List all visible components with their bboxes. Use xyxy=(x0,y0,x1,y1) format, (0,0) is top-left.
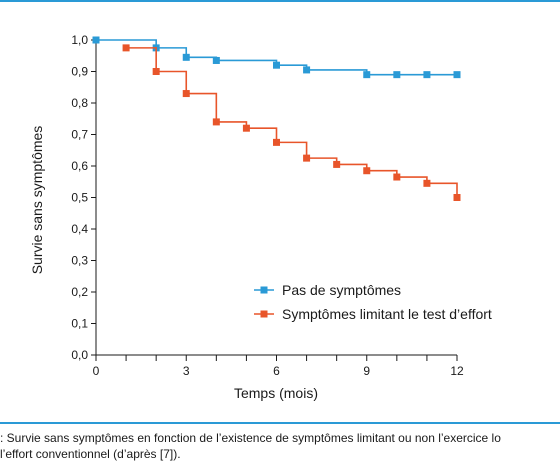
caption-line-1: : Survie sans symptômes en fonction de l… xyxy=(0,431,501,445)
x-tick-label: 9 xyxy=(363,364,370,378)
data-point xyxy=(122,44,130,52)
data-point xyxy=(303,154,311,162)
survival-chart: 0,00,10,20,30,40,50,60,70,80,91,00 3 6 9 12 … xyxy=(29,33,492,401)
legend: Pas de symptômes Symptômes limitant le te… xyxy=(254,282,492,322)
y-tick-label: 0,2 xyxy=(71,285,88,299)
legend-label: Pas de symptômes xyxy=(282,282,401,298)
data-point xyxy=(363,167,371,175)
legend-item: Symptômes limitant le test d’effort xyxy=(254,306,492,322)
x-axis-title: Temps (mois) xyxy=(234,385,318,401)
x-tick-label: 6 xyxy=(273,364,280,378)
legend-label: Symptômes limitant le test d’effort xyxy=(282,306,492,322)
data-point xyxy=(152,68,160,75)
legend-swatch-marker xyxy=(260,310,268,318)
x-tick-label: 12 xyxy=(450,364,464,378)
top-divider xyxy=(0,0,560,2)
data-point xyxy=(212,56,220,64)
series-pas-de-symptomes xyxy=(92,36,461,79)
data-point xyxy=(212,118,220,126)
data-point xyxy=(242,124,250,132)
data-point xyxy=(92,36,100,44)
data-point xyxy=(393,173,401,181)
data-point xyxy=(453,194,461,201)
y-tick-label: 0,1 xyxy=(71,317,88,331)
y-tick-label: 0,4 xyxy=(71,222,88,236)
data-point xyxy=(423,71,431,79)
y-tick-label: 0,7 xyxy=(71,128,88,142)
y-tick-label: 0,0 xyxy=(71,348,88,362)
y-tick-label: 0,8 xyxy=(71,96,88,110)
y-tick-label: 0,5 xyxy=(71,191,88,205)
data-point xyxy=(273,61,280,69)
data-point xyxy=(333,160,341,168)
data-point xyxy=(303,66,311,74)
x-tick-label: 0 xyxy=(93,364,100,378)
y-tick-label: 0,6 xyxy=(71,159,88,173)
series-line xyxy=(96,39,457,76)
series xyxy=(92,36,461,201)
y-tick-label: 1,0 xyxy=(71,33,88,47)
axes: 0,0 0,1 0,2 0,3 0,4 0,5 0,6 0,7 0,8 0,9 1,0 0 3 6 9 12 xyxy=(71,33,464,378)
data-point xyxy=(273,138,280,146)
figure-caption: : Survie sans symptômes en fonction de l… xyxy=(0,430,560,462)
data-point xyxy=(393,71,401,79)
y-axis-title: Survie sans symptômes xyxy=(29,126,45,275)
data-point xyxy=(423,179,431,187)
data-point xyxy=(453,71,461,79)
legend-swatch-marker xyxy=(260,286,268,294)
y-tick-label: 0,3 xyxy=(71,254,88,268)
caption-line-2: l’effort conventionnel (d’après [7]). xyxy=(0,447,181,461)
y-tick-label: 0,9 xyxy=(71,65,88,79)
series-symptomes-limitant xyxy=(122,44,461,201)
series-line xyxy=(126,47,458,198)
data-point xyxy=(363,71,371,79)
x-tick-label: 3 xyxy=(183,364,190,378)
data-point xyxy=(182,53,190,61)
legend-item: Pas de symptômes xyxy=(254,282,401,298)
bottom-divider xyxy=(0,422,560,424)
data-point xyxy=(182,90,190,98)
